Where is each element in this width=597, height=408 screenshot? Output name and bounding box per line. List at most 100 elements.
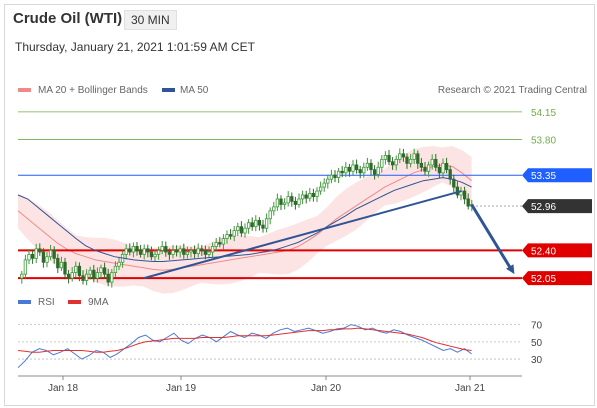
projection-arrow bbox=[470, 203, 512, 269]
candle-body bbox=[426, 164, 431, 172]
candle-body bbox=[318, 186, 323, 192]
candle-body bbox=[380, 158, 384, 168]
rsi-legend-label: RSI bbox=[38, 297, 55, 308]
candle-body bbox=[232, 230, 236, 237]
level-label-52.40: 52.40 bbox=[531, 246, 556, 257]
candle-body bbox=[63, 261, 67, 275]
level-tag-53.35 bbox=[522, 168, 592, 183]
candle-body bbox=[153, 253, 157, 258]
candle-body bbox=[88, 269, 92, 275]
x-tick-label: Jan 18 bbox=[48, 383, 78, 394]
candle-body bbox=[207, 251, 211, 255]
candle-body bbox=[383, 155, 388, 160]
research-credit: Research © 2021 Trading Central bbox=[438, 85, 587, 96]
candle-body bbox=[45, 256, 49, 263]
candle-body bbox=[142, 248, 146, 255]
candle-body bbox=[344, 166, 348, 174]
ma9-legend-swatch bbox=[68, 300, 81, 304]
ma50-line bbox=[17, 177, 472, 262]
candle-body bbox=[387, 155, 391, 163]
candle-body bbox=[171, 250, 175, 255]
candle-body bbox=[92, 269, 96, 279]
candle-body bbox=[117, 261, 121, 267]
candle-body bbox=[340, 170, 344, 174]
candle-body bbox=[437, 166, 442, 174]
candle-body bbox=[408, 158, 413, 164]
candle-body bbox=[110, 272, 114, 283]
candle-body bbox=[372, 169, 377, 175]
candle-body bbox=[412, 153, 416, 160]
candle-body bbox=[200, 248, 204, 251]
candle-body bbox=[106, 273, 110, 283]
candle-body bbox=[164, 246, 168, 253]
candle-body bbox=[311, 193, 316, 197]
candle-body bbox=[376, 166, 380, 175]
candle-body bbox=[84, 273, 89, 281]
candle-body bbox=[30, 253, 35, 259]
candle-body bbox=[362, 166, 366, 174]
candle-body bbox=[128, 248, 132, 253]
candle-body bbox=[369, 162, 373, 171]
candle-body bbox=[221, 238, 226, 245]
candle-body bbox=[315, 190, 319, 197]
candle-body bbox=[282, 202, 287, 205]
candle-body bbox=[95, 272, 100, 279]
candle-body bbox=[322, 182, 326, 188]
rsi-panel: 70 50 30 bbox=[17, 321, 543, 369]
candle-body bbox=[261, 224, 265, 229]
price-legend: MA 20 + Bollinger Bands MA 50 Research ©… bbox=[18, 85, 587, 96]
candle-body bbox=[59, 261, 64, 269]
candle-body bbox=[203, 250, 208, 255]
candle-body bbox=[333, 174, 337, 178]
candle-body bbox=[81, 275, 85, 281]
candle-body bbox=[178, 248, 182, 253]
ma20-line bbox=[17, 164, 472, 271]
candle-body bbox=[444, 162, 449, 171]
candle-body bbox=[268, 210, 272, 220]
rsi-line bbox=[17, 324, 472, 369]
candle-body bbox=[48, 250, 53, 258]
candle-body bbox=[146, 248, 150, 253]
projection-arrowhead bbox=[506, 264, 515, 275]
candle-body bbox=[365, 162, 370, 168]
x-tick-label: Jan 21 bbox=[455, 383, 485, 394]
candle-body bbox=[272, 206, 276, 212]
level-label-54.15: 54.15 bbox=[531, 108, 556, 119]
level-label-52.05: 52.05 bbox=[531, 274, 556, 285]
level-tag-52.05 bbox=[522, 271, 592, 286]
ma50-legend-label: MA 50 bbox=[180, 85, 209, 96]
timestamp: Thursday, January 21, 2021 1:01:59 AM CE… bbox=[15, 40, 255, 54]
candle-body bbox=[185, 251, 190, 255]
candle-body bbox=[236, 226, 240, 232]
candle-body bbox=[405, 156, 409, 164]
candle-body bbox=[243, 227, 247, 234]
candle-body bbox=[66, 273, 71, 279]
candle-body bbox=[257, 219, 262, 226]
candle-body bbox=[41, 251, 46, 263]
candle-body bbox=[448, 169, 452, 180]
candle-body bbox=[416, 153, 420, 164]
candle-body bbox=[358, 169, 362, 174]
candle-body bbox=[290, 196, 294, 202]
trendline bbox=[143, 190, 462, 280]
candle-body bbox=[390, 161, 395, 166]
level-label-53.35: 53.35 bbox=[531, 171, 556, 182]
candle-body bbox=[250, 222, 254, 228]
candle-body bbox=[304, 194, 308, 199]
rsi-tick-50: 50 bbox=[531, 338, 543, 349]
level-tag-52.96 bbox=[522, 199, 592, 214]
level-label-52.96: 52.96 bbox=[531, 202, 556, 213]
rsi-legend: RSI 9MA bbox=[18, 297, 109, 308]
bollinger-band bbox=[18, 146, 472, 294]
candle-body bbox=[326, 178, 330, 184]
bollinger-legend-label: MA 20 + Bollinger Bands bbox=[38, 85, 148, 96]
candle-body bbox=[434, 158, 438, 168]
candle-body bbox=[214, 242, 218, 247]
timeframe-badge[interactable]: 30 MIN bbox=[124, 10, 177, 30]
candle-body bbox=[351, 164, 355, 172]
candle-body bbox=[293, 200, 298, 205]
ma9-legend-label: 9MA bbox=[88, 297, 109, 308]
candle-body bbox=[441, 162, 445, 174]
candle-body bbox=[156, 250, 161, 255]
